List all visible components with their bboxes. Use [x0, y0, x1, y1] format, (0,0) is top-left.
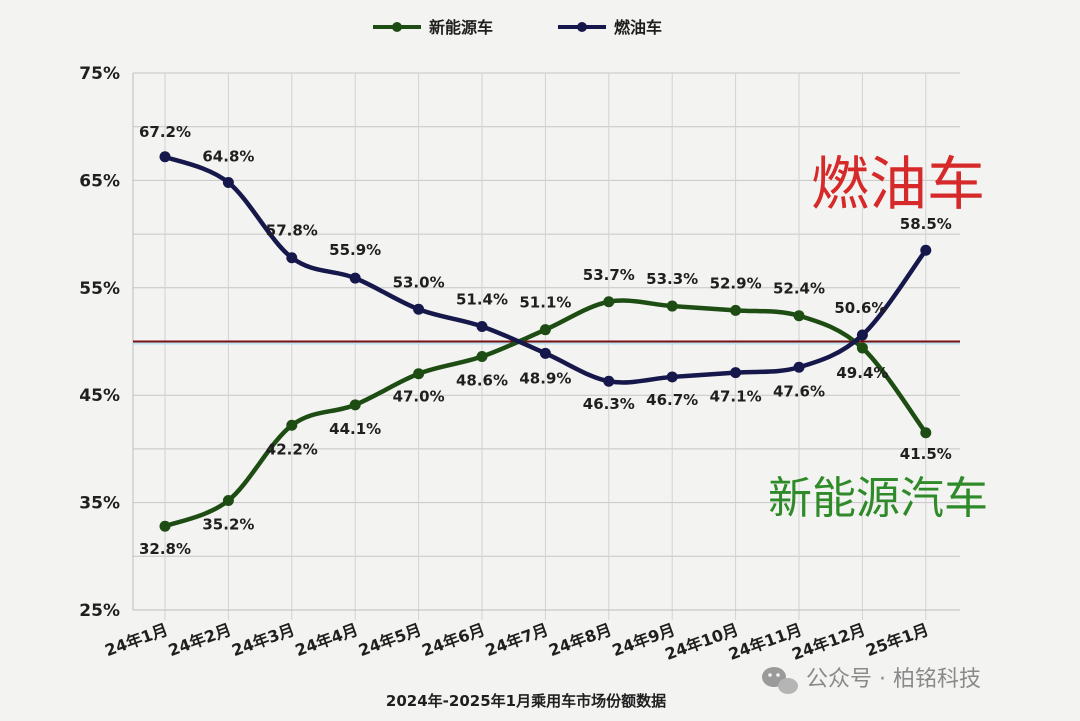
- data-label-nev: 52.4%: [773, 280, 825, 298]
- point-nev: [603, 296, 615, 308]
- reference-line: [133, 340, 960, 345]
- data-label-nev: 41.5%: [900, 445, 952, 463]
- legend-item: 新能源车: [373, 18, 493, 37]
- data-label-ice: 55.9%: [329, 241, 381, 259]
- data-label-nev: 35.2%: [202, 515, 254, 533]
- point-nev: [476, 351, 488, 363]
- y-tick-label: 55%: [79, 279, 120, 299]
- data-label-ice: 58.5%: [900, 215, 952, 233]
- data-label-nev: 52.9%: [710, 274, 762, 292]
- data-label-nev: 32.8%: [139, 540, 191, 558]
- data-label-ice: 48.9%: [519, 369, 571, 387]
- data-label-ice: 50.6%: [834, 299, 886, 317]
- legend: 新能源车 燃油车: [373, 18, 662, 37]
- y-tick-label: 45%: [79, 386, 120, 406]
- point-nev: [159, 520, 171, 532]
- data-label-ice: 53.0%: [393, 273, 445, 291]
- legend-marker: [392, 22, 402, 32]
- data-label-nev: 47.0%: [393, 388, 445, 406]
- data-label-nev: 51.1%: [519, 294, 571, 312]
- point-ice: [666, 371, 678, 383]
- point-ice: [920, 244, 932, 256]
- point-nev: [349, 399, 361, 411]
- annotation-nev: 新能源汽车: [768, 473, 988, 524]
- point-nev: [793, 310, 805, 322]
- data-label-ice: 46.3%: [583, 395, 635, 413]
- point-ice: [793, 361, 805, 373]
- point-nev: [666, 300, 678, 312]
- point-ice: [349, 272, 361, 284]
- data-label-ice: 64.8%: [202, 148, 254, 166]
- wechat-icon: [762, 667, 798, 694]
- y-axis-ticks: 25% 35% 45% 55% 65% 75%: [79, 64, 120, 621]
- data-label-ice: 47.6%: [773, 382, 825, 400]
- point-ice: [159, 151, 171, 163]
- point-nev: [539, 324, 551, 336]
- point-ice: [222, 177, 234, 189]
- point-ice: [603, 375, 615, 387]
- legend-item: 燃油车: [558, 18, 662, 37]
- annotation-ice: 燃油车: [811, 150, 985, 218]
- data-label-ice: 46.7%: [646, 391, 698, 409]
- data-label-ice: 67.2%: [139, 123, 191, 141]
- point-nev: [413, 368, 425, 380]
- watermark-text: 公众号 · 柏铭科技: [806, 667, 981, 692]
- legend-marker: [577, 22, 587, 32]
- series-points: [159, 151, 932, 532]
- data-label-ice: 51.4%: [456, 290, 508, 308]
- y-tick-label: 75%: [79, 64, 120, 84]
- data-label-nev: 48.6%: [456, 372, 508, 390]
- point-nev: [286, 419, 298, 431]
- point-nev: [856, 342, 868, 354]
- data-label-nev: 53.3%: [646, 270, 698, 288]
- point-ice: [286, 252, 298, 264]
- data-label-nev: 49.4%: [836, 364, 888, 382]
- y-tick-label: 35%: [79, 494, 120, 514]
- data-label-nev: 42.2%: [266, 440, 318, 458]
- point-ice: [539, 347, 551, 359]
- point-ice: [413, 303, 425, 315]
- data-label-ice: 57.8%: [266, 222, 318, 240]
- legend-label: 新能源车: [429, 18, 493, 37]
- point-ice: [476, 320, 488, 332]
- chart-caption: 2024年-2025年1月乘用车市场份额数据: [386, 692, 666, 710]
- y-tick-label: 25%: [79, 601, 120, 621]
- watermark: 公众号 · 柏铭科技: [762, 667, 981, 694]
- point-nev: [730, 304, 742, 316]
- point-nev: [222, 494, 234, 506]
- point-ice: [856, 329, 868, 341]
- y-tick-label: 65%: [79, 171, 120, 191]
- data-label-nev: 44.1%: [329, 420, 381, 438]
- point-nev: [920, 427, 932, 439]
- data-label-ice: 47.1%: [710, 388, 762, 406]
- legend-label: 燃油车: [614, 18, 662, 37]
- data-label-nev: 53.7%: [583, 266, 635, 284]
- data-labels: 32.8% 35.2% 42.2% 44.1% 47.0% 48.6% 51.1% 53.7%…: [139, 123, 952, 558]
- point-ice: [730, 367, 742, 379]
